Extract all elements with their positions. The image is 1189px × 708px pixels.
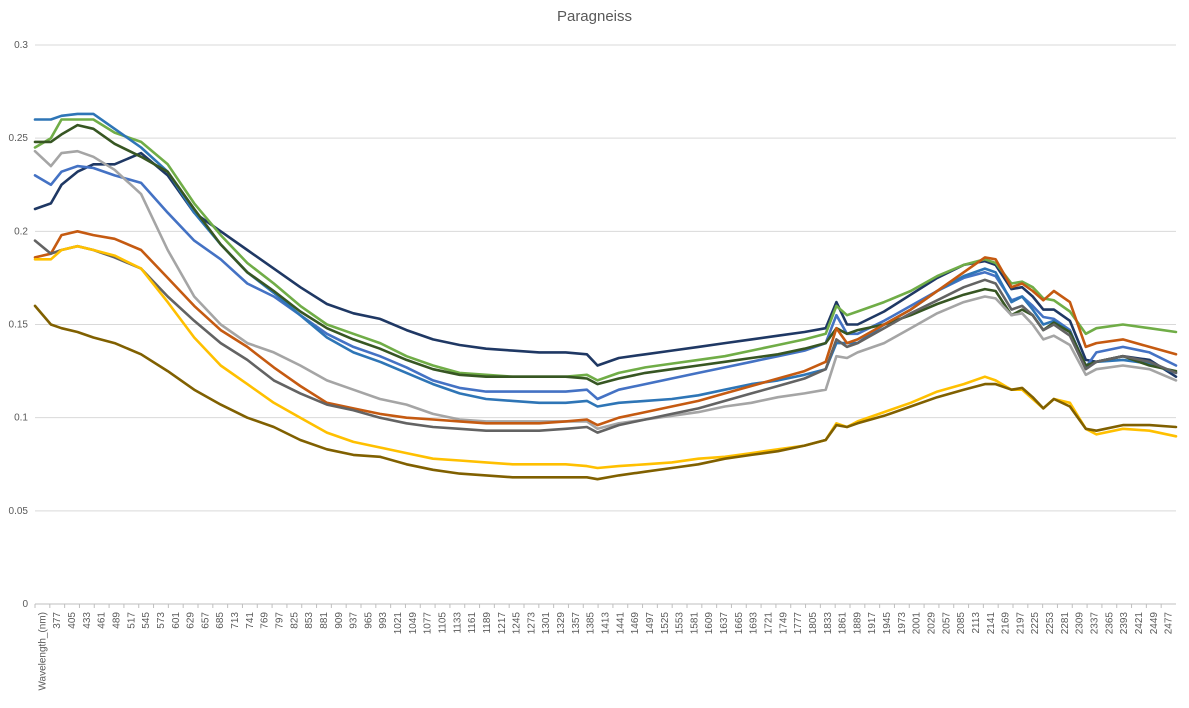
x-tick-label: 685 — [215, 612, 226, 629]
x-tick-label: 1105 — [438, 612, 449, 634]
grid-layer — [35, 44, 1176, 605]
x-tick-label: 2197 — [1015, 612, 1026, 635]
x-tick-label: 1273 — [526, 612, 537, 635]
x-tick-label: Wavelength_(nm) — [37, 612, 48, 691]
x-tick-label: 545 — [141, 612, 152, 629]
x-tick-label: 1357 — [571, 612, 582, 635]
x-tick-label: 2477 — [1164, 612, 1175, 635]
x-tick-label: 1833 — [823, 612, 834, 635]
x-tick-label: 2365 — [1104, 612, 1115, 635]
x-tick-label: 965 — [363, 612, 374, 629]
x-tick-label: 2001 — [912, 612, 923, 635]
x-tick-label: 1133 — [452, 612, 463, 634]
series-line-8 — [33, 239, 1178, 434]
x-tick-label: 461 — [97, 612, 108, 629]
x-tick-label: 2449 — [1149, 612, 1160, 635]
x-tick-label: 1861 — [838, 612, 849, 635]
x-tick-label: 2169 — [1001, 612, 1012, 635]
y-tick-label: 0.2 — [14, 226, 28, 237]
y-tick-label: 0.25 — [9, 133, 29, 144]
x-tick-label: 1665 — [734, 612, 745, 635]
x-tick-label: 601 — [171, 612, 182, 629]
x-tick-label: 657 — [200, 612, 211, 629]
x-tick-label: 713 — [230, 612, 241, 629]
x-tick-label: 1777 — [793, 612, 804, 635]
x-tick-label: 881 — [319, 612, 330, 629]
series-line-9 — [33, 244, 1178, 470]
x-tick-label: 1553 — [675, 612, 686, 635]
series-layer — [33, 112, 1178, 481]
series-line-3 — [33, 164, 1178, 401]
x-tick-label: 1693 — [749, 612, 760, 635]
chart-title: Paragneiss — [556, 8, 633, 25]
y-axis: 0 0.05 0.1 0.15 0.2 0.25 0.3 — [9, 40, 29, 610]
x-tick-label: 937 — [349, 612, 360, 629]
x-tick-label: 517 — [126, 612, 137, 629]
x-tick-label: 2141 — [986, 612, 997, 635]
x-tick-label: 1469 — [630, 612, 641, 635]
y-tick-label: 0.15 — [9, 320, 29, 331]
x-axis: Wavelength_(nm) 377 405 433 461 489 517 545 573 6… — [34, 604, 1175, 691]
x-tick-label: 1189 — [482, 612, 493, 634]
x-tick-label: 1889 — [852, 612, 863, 635]
x-tick-label: 1245 — [512, 612, 523, 635]
series-line-5 — [33, 123, 1178, 386]
x-tick-label: 1385 — [586, 612, 597, 635]
x-tick-label: 1301 — [541, 612, 552, 635]
series-line-2 — [33, 118, 1178, 382]
x-tick-label: 2113 — [971, 612, 982, 634]
x-tick-label: 1945 — [882, 612, 893, 635]
x-tick-label: 2253 — [1045, 612, 1056, 635]
x-tick-label: 1413 — [601, 612, 612, 635]
x-tick-label: 2085 — [956, 612, 967, 635]
series-line-1 — [33, 151, 1178, 379]
series-line-10 — [33, 304, 1178, 481]
x-tick-label: 489 — [112, 612, 123, 629]
x-tick-label: 2337 — [1090, 612, 1101, 635]
x-tick-label: 741 — [245, 612, 256, 629]
x-tick-label: 1805 — [808, 612, 819, 635]
y-tick-label: 0.1 — [14, 413, 28, 424]
x-tick-label: 1497 — [645, 612, 656, 635]
x-tick-label: 1917 — [867, 612, 878, 635]
x-tick-label: 853 — [304, 612, 315, 629]
x-tick-label: 1441 — [615, 612, 626, 635]
x-tick-label: 2421 — [1134, 612, 1145, 635]
x-tick-label: 573 — [156, 612, 167, 629]
x-tick-label: 2225 — [1030, 612, 1041, 635]
y-tick-label: 0.05 — [9, 506, 29, 517]
x-tick-label: 1161 — [467, 612, 478, 634]
x-tick-label: 1077 — [423, 612, 434, 635]
x-tick-label: 629 — [186, 612, 197, 629]
x-tick-label: 2057 — [941, 612, 952, 635]
x-tick-label: 1973 — [897, 612, 908, 635]
x-tick-label: 1637 — [719, 612, 730, 635]
x-tick-label: 797 — [275, 612, 286, 629]
x-tick-label: 1609 — [704, 612, 715, 635]
x-tick-label: 825 — [289, 612, 300, 629]
x-tick-label: 909 — [334, 612, 345, 629]
x-tick-label: 1749 — [778, 612, 789, 635]
x-tick-label: 2029 — [927, 612, 938, 635]
x-tick-label: 433 — [82, 612, 93, 629]
series-line-7 — [33, 230, 1178, 427]
x-tick-label: 405 — [67, 612, 78, 629]
x-tick-label: 1721 — [764, 612, 775, 635]
x-tick-label: 1049 — [408, 612, 419, 635]
x-tick-label: 1021 — [393, 612, 404, 635]
x-tick-label: 2281 — [1060, 612, 1071, 635]
x-tick-label: 769 — [260, 612, 271, 629]
x-tick-label: 1525 — [660, 612, 671, 635]
x-tick-label: 1329 — [556, 612, 567, 635]
x-tick-label: 2393 — [1119, 612, 1130, 635]
x-tick-label: 993 — [378, 612, 389, 629]
x-tick-label: 2309 — [1075, 612, 1086, 635]
y-tick-label: 0.3 — [14, 40, 28, 51]
y-tick-label: 0 — [22, 599, 28, 610]
x-tick-label: 377 — [52, 612, 63, 629]
x-tick-label: 1217 — [497, 612, 508, 635]
x-tick-label: 1581 — [689, 612, 700, 635]
